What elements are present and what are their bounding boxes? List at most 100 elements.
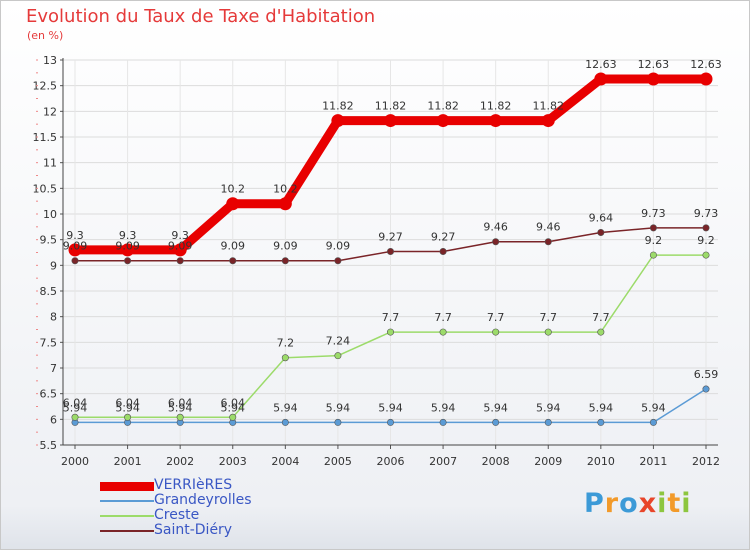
data-label: 6.59 bbox=[694, 368, 719, 381]
data-label: 5.94 bbox=[115, 401, 140, 414]
data-label: 5.94 bbox=[483, 401, 508, 414]
y-tick-label: 10 bbox=[43, 208, 57, 221]
data-label: 5.94 bbox=[326, 401, 351, 414]
data-label: 5.94 bbox=[641, 401, 666, 414]
data-label: 9.09 bbox=[326, 240, 351, 253]
data-point bbox=[541, 114, 555, 128]
data-label: 7.7 bbox=[382, 311, 400, 324]
data-point bbox=[702, 224, 710, 232]
data-point bbox=[334, 257, 342, 265]
y-tick-label: 6 bbox=[50, 413, 57, 426]
data-label: 9.27 bbox=[378, 230, 403, 243]
logo-letter: r bbox=[604, 488, 620, 519]
data-label: 5.94 bbox=[273, 401, 298, 414]
y-tick-label: 11.5 bbox=[33, 131, 58, 144]
data-point bbox=[71, 257, 79, 265]
y-tick-label: 12 bbox=[43, 105, 57, 118]
legend-label: Saint-Diéry bbox=[154, 522, 233, 538]
logo-letter: i bbox=[681, 488, 692, 519]
data-point bbox=[331, 114, 345, 128]
y-tick-label: 9 bbox=[50, 259, 57, 272]
data-label: 11.82 bbox=[533, 100, 565, 113]
logo-letter: o bbox=[619, 488, 639, 519]
series-layer bbox=[68, 72, 713, 426]
data-point bbox=[492, 418, 500, 426]
grid-lines bbox=[63, 59, 718, 446]
data-label: 10.2 bbox=[221, 183, 246, 196]
data-label: 9.3 bbox=[119, 229, 137, 242]
data-label: 10.2 bbox=[273, 183, 298, 196]
data-point bbox=[699, 72, 713, 86]
data-point bbox=[649, 418, 657, 426]
data-label: 6.04 bbox=[168, 396, 193, 409]
y-tick-label: 5.5 bbox=[40, 439, 58, 452]
data-label: 9.09 bbox=[221, 240, 246, 253]
data-label: 9.2 bbox=[645, 234, 663, 247]
data-point bbox=[173, 243, 187, 257]
data-point bbox=[278, 197, 292, 211]
data-point bbox=[121, 243, 135, 257]
data-label: 5.94 bbox=[431, 401, 456, 414]
data-point bbox=[386, 418, 394, 426]
y-tick-label: 8.5 bbox=[40, 285, 58, 298]
data-label: 12.63 bbox=[638, 58, 670, 71]
y-tick-label: 6.5 bbox=[40, 388, 58, 401]
data-label: 5.94 bbox=[63, 401, 88, 414]
data-label: 9.46 bbox=[536, 221, 561, 234]
data-point bbox=[384, 114, 397, 128]
data-label: 11.82 bbox=[375, 100, 407, 113]
data-label: 9.46 bbox=[483, 221, 508, 234]
x-tick-label: 2009 bbox=[534, 455, 562, 468]
data-label: 6.04 bbox=[221, 396, 246, 409]
data-point bbox=[334, 418, 342, 426]
legend-swatch bbox=[100, 515, 154, 517]
x-tick-label: 2010 bbox=[587, 455, 615, 468]
data-point bbox=[649, 251, 657, 259]
data-point bbox=[439, 247, 447, 255]
data-label: 9.2 bbox=[697, 234, 715, 247]
data-point bbox=[68, 243, 82, 257]
data-point bbox=[544, 328, 552, 336]
data-label: 11.82 bbox=[322, 100, 354, 113]
data-point bbox=[281, 354, 289, 362]
data-label: 12.63 bbox=[690, 58, 722, 71]
data-label: 7.7 bbox=[434, 311, 452, 324]
data-point bbox=[597, 418, 605, 426]
data-label: 6.04 bbox=[63, 396, 88, 409]
data-label: 12.63 bbox=[585, 58, 617, 71]
x-tick-label: 2002 bbox=[166, 455, 194, 468]
x-tick-label: 2005 bbox=[324, 455, 352, 468]
x-tick-label: 2012 bbox=[692, 455, 720, 468]
data-label: 9.09 bbox=[273, 240, 298, 253]
data-point bbox=[386, 247, 394, 255]
data-point bbox=[124, 413, 132, 421]
data-point bbox=[229, 413, 237, 421]
x-tick-label: 2003 bbox=[219, 455, 247, 468]
y-tick-label: 7 bbox=[50, 362, 57, 375]
data-point bbox=[176, 413, 184, 421]
data-point bbox=[386, 328, 394, 336]
data-point bbox=[439, 418, 447, 426]
data-label: 9.3 bbox=[66, 229, 84, 242]
data-label: 11.82 bbox=[480, 100, 512, 113]
legend-swatch bbox=[100, 481, 154, 491]
data-label: 9.09 bbox=[168, 240, 193, 253]
data-label: 9.73 bbox=[694, 207, 719, 220]
data-point bbox=[281, 257, 289, 265]
legend-label: VERRIèRES bbox=[154, 477, 233, 493]
legend-label: Grandeyrolles bbox=[154, 492, 252, 508]
data-label: 5.94 bbox=[589, 401, 614, 414]
data-point bbox=[281, 418, 289, 426]
data-point bbox=[176, 257, 184, 265]
data-label: 6.04 bbox=[115, 396, 140, 409]
data-label: 7.24 bbox=[326, 335, 351, 348]
data-point bbox=[334, 352, 342, 360]
data-point bbox=[597, 228, 605, 236]
data-point bbox=[492, 328, 500, 336]
data-label: 9.09 bbox=[63, 240, 88, 253]
data-point bbox=[544, 238, 552, 246]
x-tick-label: 2007 bbox=[429, 455, 457, 468]
data-label: 7.7 bbox=[540, 311, 558, 324]
